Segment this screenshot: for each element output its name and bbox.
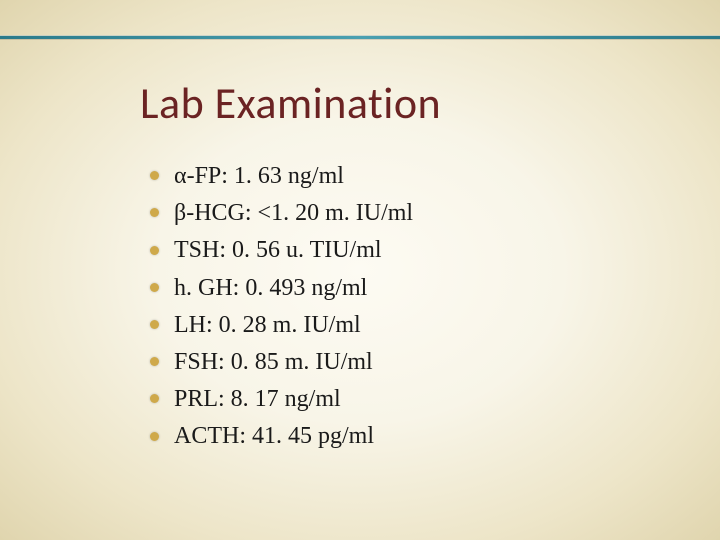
decorative-rule [0,36,720,39]
list-item: h. GH: 0. 493 ng/ml [150,270,660,307]
list-item: ACTH: 41. 45 pg/ml [150,418,660,455]
list-item: α-FP: 1. 63 ng/ml [150,158,660,195]
list-item: β-HCG: <1. 20 m. IU/ml [150,195,660,232]
slide-content: Lab Examination α-FP: 1. 63 ng/ml β-HCG:… [140,76,660,456]
list-item: PRL: 8. 17 ng/ml [150,381,660,418]
list-item: LH: 0. 28 m. IU/ml [150,307,660,344]
list-item: FSH: 0. 85 m. IU/ml [150,344,660,381]
list-item: TSH: 0. 56 u. TIU/ml [150,232,660,269]
lab-results-list: α-FP: 1. 63 ng/ml β-HCG: <1. 20 m. IU/ml… [140,158,660,456]
slide-title: Lab Examination [140,76,660,130]
